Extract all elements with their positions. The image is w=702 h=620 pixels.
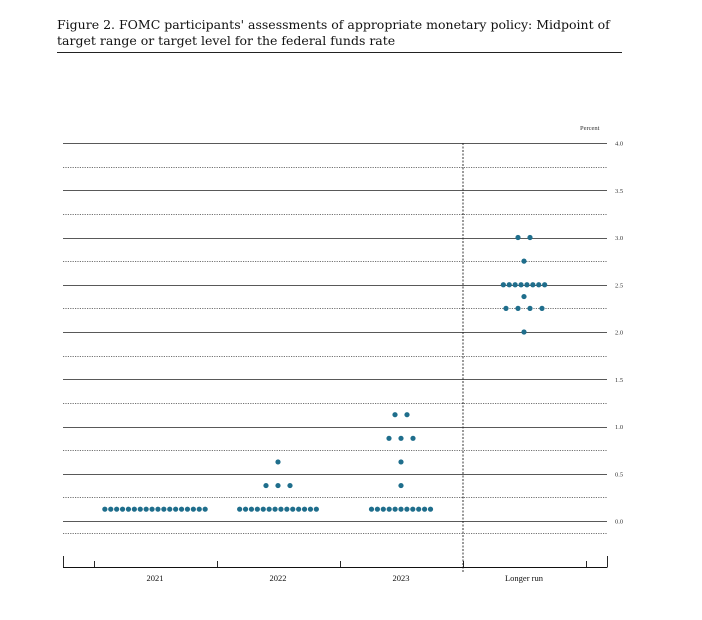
participant-dot — [398, 459, 404, 465]
participant-dot — [542, 282, 548, 288]
x-tick-label: 2023 — [393, 573, 410, 583]
participant-dot — [167, 506, 173, 512]
y-tick-labels: 4.0 3.5 3.0 2.5 2.0 1.5 1.0 0.5 0.0 — [615, 141, 623, 526]
participant-dot — [196, 506, 202, 512]
participant-dot — [173, 506, 179, 512]
participant-dot — [149, 506, 155, 512]
participant-dot — [263, 482, 269, 489]
participant-dot — [143, 506, 149, 512]
participant-dot — [275, 482, 281, 489]
participant-dot — [278, 506, 284, 512]
title-rule — [57, 52, 622, 53]
participant-dot — [114, 506, 120, 512]
grid-lines — [63, 143, 607, 572]
participant-dot — [102, 506, 108, 512]
x-axis: 2021 2022 2023 Longer run — [63, 556, 608, 583]
participant-dot — [301, 506, 308, 512]
participant-dot — [527, 305, 533, 311]
participant-dot — [161, 506, 167, 512]
participant-dot — [202, 506, 208, 512]
participant-dot — [260, 506, 266, 512]
participant-dot — [422, 506, 428, 512]
participant-dot — [521, 258, 527, 264]
participant-dot — [119, 506, 126, 512]
participant-dot — [506, 282, 512, 288]
participant-dot — [242, 506, 249, 512]
participant-dot — [392, 412, 398, 418]
y-tick-label: 2.5 — [615, 282, 623, 289]
participant-dot — [503, 305, 509, 311]
y-tick-label: 0.0 — [615, 519, 623, 526]
participant-dot — [392, 506, 398, 512]
y-tick-label: 3.0 — [615, 235, 623, 242]
participant-dot — [536, 282, 542, 288]
participant-dot — [368, 506, 375, 512]
participant-dot — [404, 412, 410, 418]
participant-dot — [515, 234, 521, 241]
x-tick-label: 2021 — [147, 573, 164, 583]
y-axis-unit-label: Percent — [580, 125, 600, 132]
participant-dot — [131, 506, 137, 512]
participant-dot — [296, 506, 302, 512]
participant-dot — [137, 506, 143, 512]
participant-dot — [290, 506, 296, 512]
participant-dot — [184, 506, 191, 512]
participant-dot — [284, 506, 290, 512]
participant-dot — [275, 459, 281, 465]
x-tick-label: 2022 — [270, 573, 287, 583]
participant-dot — [530, 282, 536, 288]
participant-dot — [155, 506, 161, 512]
participant-dot — [398, 435, 404, 441]
participant-dot — [398, 506, 404, 512]
y-tick-label: 2.0 — [615, 330, 623, 337]
participant-dot — [374, 506, 380, 512]
participant-dot — [410, 506, 416, 512]
x-tick-label: Longer run — [505, 573, 544, 583]
participant-dot — [272, 506, 278, 512]
participant-dot — [386, 435, 392, 441]
participant-dot — [248, 506, 255, 512]
participant-dot — [125, 506, 132, 512]
participant-dot — [521, 329, 527, 335]
participant-dot — [539, 305, 545, 311]
participant-dot — [398, 482, 404, 489]
dots-layer — [102, 234, 548, 512]
participant-dot — [386, 506, 392, 512]
figure-title: Figure 2. FOMC participants' assessments… — [57, 17, 610, 48]
participant-dot — [254, 506, 260, 512]
participant-dot — [237, 506, 243, 512]
participant-dot — [108, 506, 114, 512]
participant-dot — [524, 282, 530, 288]
participant-dot — [178, 506, 185, 512]
participant-dot — [500, 282, 506, 288]
participant-dot — [518, 282, 524, 288]
participant-dot — [380, 506, 386, 512]
y-tick-label: 4.0 — [615, 141, 623, 148]
participant-dot — [512, 282, 518, 288]
participant-dot — [190, 506, 196, 512]
participant-dot — [313, 506, 319, 512]
participant-dot — [287, 482, 293, 489]
participant-dot — [515, 305, 521, 311]
participant-dot — [266, 506, 272, 512]
participant-dot — [427, 506, 434, 512]
y-tick-label: 1.5 — [615, 377, 623, 384]
participant-dot — [527, 234, 533, 241]
participant-dot — [521, 293, 527, 300]
participant-dot — [404, 506, 410, 512]
participant-dot — [416, 506, 422, 512]
participant-dot — [307, 506, 314, 512]
y-tick-label: 3.5 — [615, 188, 623, 195]
participant-dot — [410, 435, 416, 441]
y-tick-label: 0.5 — [615, 471, 623, 478]
y-tick-label: 1.0 — [615, 424, 623, 431]
